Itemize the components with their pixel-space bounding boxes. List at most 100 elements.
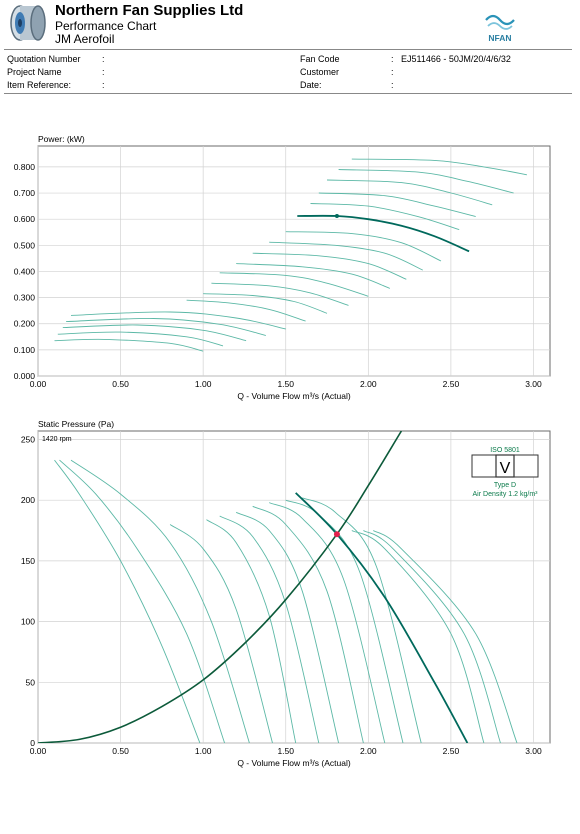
nfan-logo-icon: NFAN bbox=[485, 14, 515, 43]
x-axis-label: Q - Volume Flow m³/s (Actual) bbox=[237, 391, 351, 401]
info-label: Project Name bbox=[7, 67, 62, 77]
x-tick-label: 2.00 bbox=[360, 746, 377, 756]
curve-group bbox=[38, 431, 518, 743]
info-sep: : bbox=[391, 80, 394, 90]
y-tick-label: 150 bbox=[21, 556, 35, 566]
x-tick-label: 2.50 bbox=[443, 746, 460, 756]
series-line bbox=[269, 241, 423, 271]
series-line bbox=[373, 530, 518, 743]
brand-text: NFAN bbox=[488, 33, 511, 43]
y-tick-label: 0.600 bbox=[14, 214, 36, 224]
company-name: Northern Fan Supplies Ltd bbox=[55, 2, 244, 19]
series-line bbox=[54, 459, 201, 743]
header: Northern Fan Supplies Ltd Performance Ch… bbox=[0, 0, 580, 48]
info-sep: : bbox=[391, 54, 394, 64]
duty-point bbox=[334, 214, 339, 219]
x-tick-label: 2.50 bbox=[443, 379, 460, 389]
y-tick-label: 200 bbox=[21, 495, 35, 505]
series-line bbox=[211, 282, 349, 306]
series-line bbox=[302, 497, 422, 743]
x-tick-label: 2.00 bbox=[360, 379, 377, 389]
series-line bbox=[285, 499, 404, 743]
x-tick-label: 1.00 bbox=[195, 746, 212, 756]
series-line bbox=[310, 203, 460, 231]
product-name: JM Aerofoil bbox=[55, 32, 115, 46]
air-density-label: Air Density 1.2 kg/m³ bbox=[473, 491, 539, 498]
y-tick-label: 50 bbox=[26, 677, 36, 687]
system-curve bbox=[38, 431, 403, 743]
series-line bbox=[66, 318, 267, 336]
plot-area bbox=[37, 430, 551, 744]
x-tick-label: 1.50 bbox=[277, 746, 294, 756]
info-sep: : bbox=[102, 67, 105, 77]
info-label: Date: bbox=[300, 80, 322, 90]
divider bbox=[4, 93, 572, 94]
x-tick-label: 3.00 bbox=[525, 379, 542, 389]
fan-code-value: EJ511466 - 50JM/20/4/6/32 bbox=[401, 54, 511, 64]
duct-letter: V bbox=[500, 460, 511, 477]
series-line bbox=[252, 252, 407, 280]
y-tick-label: 100 bbox=[21, 617, 35, 627]
x-axis-label: Q - Volume Flow m³/s (Actual) bbox=[237, 758, 351, 768]
series-line bbox=[219, 272, 369, 297]
y-axis-label: Power: (kW) bbox=[38, 134, 85, 144]
y-tick-label: 0.100 bbox=[14, 345, 36, 355]
series-line bbox=[54, 338, 204, 352]
x-tick-label: 1.00 bbox=[195, 379, 212, 389]
selected-curve bbox=[295, 492, 469, 743]
fan-box bbox=[495, 454, 515, 478]
x-tick-label: 0.00 bbox=[30, 746, 47, 756]
info-sep: : bbox=[391, 67, 394, 77]
duct-type-icon: V bbox=[471, 454, 539, 478]
iso-type-label: Type D bbox=[494, 482, 516, 489]
selected-curve bbox=[297, 214, 470, 253]
series-line bbox=[252, 505, 364, 743]
info-label: Item Reference: bbox=[7, 80, 72, 90]
y-tick-label: 0.800 bbox=[14, 162, 36, 172]
curve-group bbox=[54, 158, 527, 352]
info-label: Customer bbox=[300, 67, 340, 77]
y-axis-label: Static Pressure (Pa) bbox=[38, 419, 114, 429]
x-tick-label: 0.00 bbox=[30, 379, 47, 389]
chart-subtitle: Performance Chart bbox=[55, 19, 157, 33]
info-label: Quotation Number bbox=[7, 54, 81, 64]
duty-point bbox=[333, 531, 340, 538]
series-line bbox=[219, 515, 320, 743]
series-line bbox=[70, 459, 250, 743]
series-line bbox=[269, 502, 386, 743]
info-label: Fan Code bbox=[300, 54, 340, 64]
y-tick-label: 0.300 bbox=[14, 293, 36, 303]
plot-area bbox=[37, 145, 551, 377]
info-sep: : bbox=[102, 80, 105, 90]
series-line bbox=[70, 311, 286, 330]
series-line bbox=[236, 263, 390, 289]
y-tick-label: 0.000 bbox=[14, 371, 36, 381]
y-tick-label: 250 bbox=[21, 434, 35, 444]
series-line bbox=[235, 511, 340, 743]
y-tick-label: 0.400 bbox=[14, 266, 36, 276]
series-line bbox=[206, 519, 297, 743]
y-tick-label: 0.200 bbox=[14, 319, 36, 329]
y-tick-label: 0.700 bbox=[14, 188, 36, 198]
fan-logo-icon bbox=[10, 5, 46, 41]
series-line bbox=[326, 179, 493, 206]
series-line bbox=[363, 530, 501, 743]
x-tick-label: 0.50 bbox=[112, 379, 129, 389]
y-tick-label: 0 bbox=[30, 738, 35, 748]
info-sep: : bbox=[102, 54, 105, 64]
series-line bbox=[338, 169, 514, 194]
speed-annotation: 1420 rpm bbox=[42, 436, 72, 443]
divider bbox=[4, 49, 572, 50]
iso-standard-label: ISO 5801 bbox=[490, 447, 520, 454]
series-line bbox=[203, 293, 328, 314]
series-line bbox=[57, 331, 224, 347]
x-tick-label: 1.50 bbox=[277, 379, 294, 389]
series-line bbox=[351, 158, 527, 176]
x-tick-label: 0.50 bbox=[112, 746, 129, 756]
series-line bbox=[318, 192, 476, 218]
series-line bbox=[169, 524, 273, 743]
x-tick-label: 3.00 bbox=[525, 746, 542, 756]
series-line bbox=[351, 530, 485, 743]
